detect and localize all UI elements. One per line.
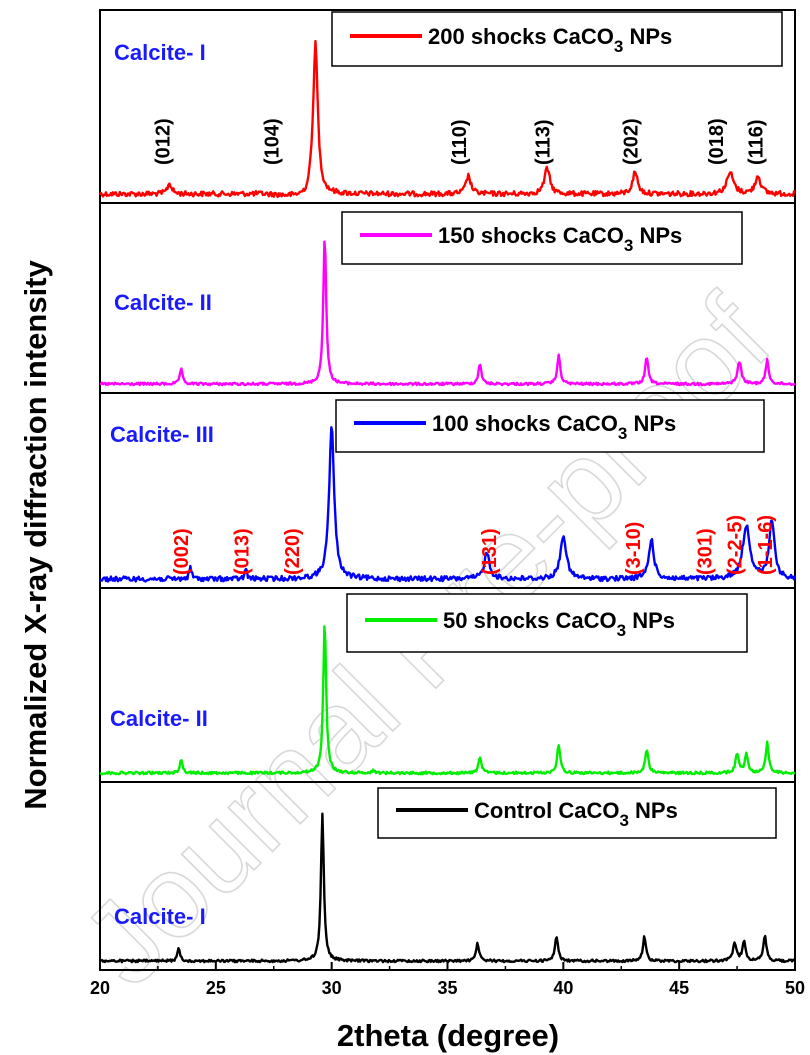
phase-label: Calcite- I xyxy=(114,40,206,65)
panel-3: 100 shocks CaCO3 NPs Calcite- III (002) (01… xyxy=(99,392,797,589)
miller-index-label: (013) xyxy=(231,528,253,575)
legend-label: 50 shocks CaCO3 NPs xyxy=(443,608,675,640)
miller-index-label: (113) xyxy=(532,119,554,165)
panel-2: 150 shocks CaCO3 NPs Calcite- II xyxy=(99,202,796,394)
y-axis-label: Normalized X-ray diffraction intensity xyxy=(18,259,53,809)
x-tick-label: 40 xyxy=(553,978,573,998)
legend-box xyxy=(346,593,748,653)
x-tick-label: 25 xyxy=(206,978,226,998)
miller-index-label: (110) xyxy=(449,119,471,165)
x-tick-label: 30 xyxy=(322,978,342,998)
legend-box xyxy=(377,787,777,839)
x-tick-label: 35 xyxy=(437,978,457,998)
phase-label: Calcite- I xyxy=(114,904,206,929)
series-line xyxy=(98,39,796,199)
legend-box xyxy=(341,211,743,265)
miller-index-label: (2-2-5) xyxy=(725,515,747,575)
miller-index-label: (012) xyxy=(153,118,175,165)
panel-5: Control CaCO3 NPs Calcite- I xyxy=(99,781,797,971)
legend-label: Control CaCO3 NPs xyxy=(474,798,678,830)
legend-box xyxy=(335,399,765,453)
x-tick-label: 50 xyxy=(785,978,805,998)
panel-1: 200 shocks CaCO3 NPs Calcite- I (012) (104)… xyxy=(98,9,796,204)
miller-index-label: (002) xyxy=(171,528,193,575)
miller-index-label: (104) xyxy=(261,118,283,165)
legend-label: 100 shocks CaCO3 NPs xyxy=(432,411,676,443)
miller-index-label: (116) xyxy=(746,119,768,165)
series-line xyxy=(99,625,796,776)
miller-index-label: (301) xyxy=(695,528,717,575)
panel-4: 50 shocks CaCO3 NPs Calcite- II xyxy=(99,587,796,783)
miller-index-label: (3-10) xyxy=(623,522,645,575)
legend-label: 200 shocks CaCO3 NPs xyxy=(428,24,672,56)
phase-label: Calcite- III xyxy=(110,422,214,447)
series-line xyxy=(99,812,797,964)
phase-label: Calcite- II xyxy=(110,706,208,731)
miller-index-label: (202) xyxy=(620,118,642,165)
legend-label: 150 shocks CaCO3 NPs xyxy=(438,223,682,255)
x-tick-label: 20 xyxy=(90,978,110,998)
miller-index-label: (1-1-6) xyxy=(755,515,777,575)
miller-index-label: (018) xyxy=(706,118,728,165)
miller-index-label: (131) xyxy=(479,528,501,575)
x-tick-label: 45 xyxy=(669,978,689,998)
phase-label: Calcite- II xyxy=(114,290,212,315)
series-line xyxy=(99,240,796,387)
x-axis-label: 2theta (degree) xyxy=(337,1018,559,1053)
miller-index-label: (220) xyxy=(282,528,304,575)
legend-box xyxy=(331,11,783,67)
series-line xyxy=(99,426,797,583)
